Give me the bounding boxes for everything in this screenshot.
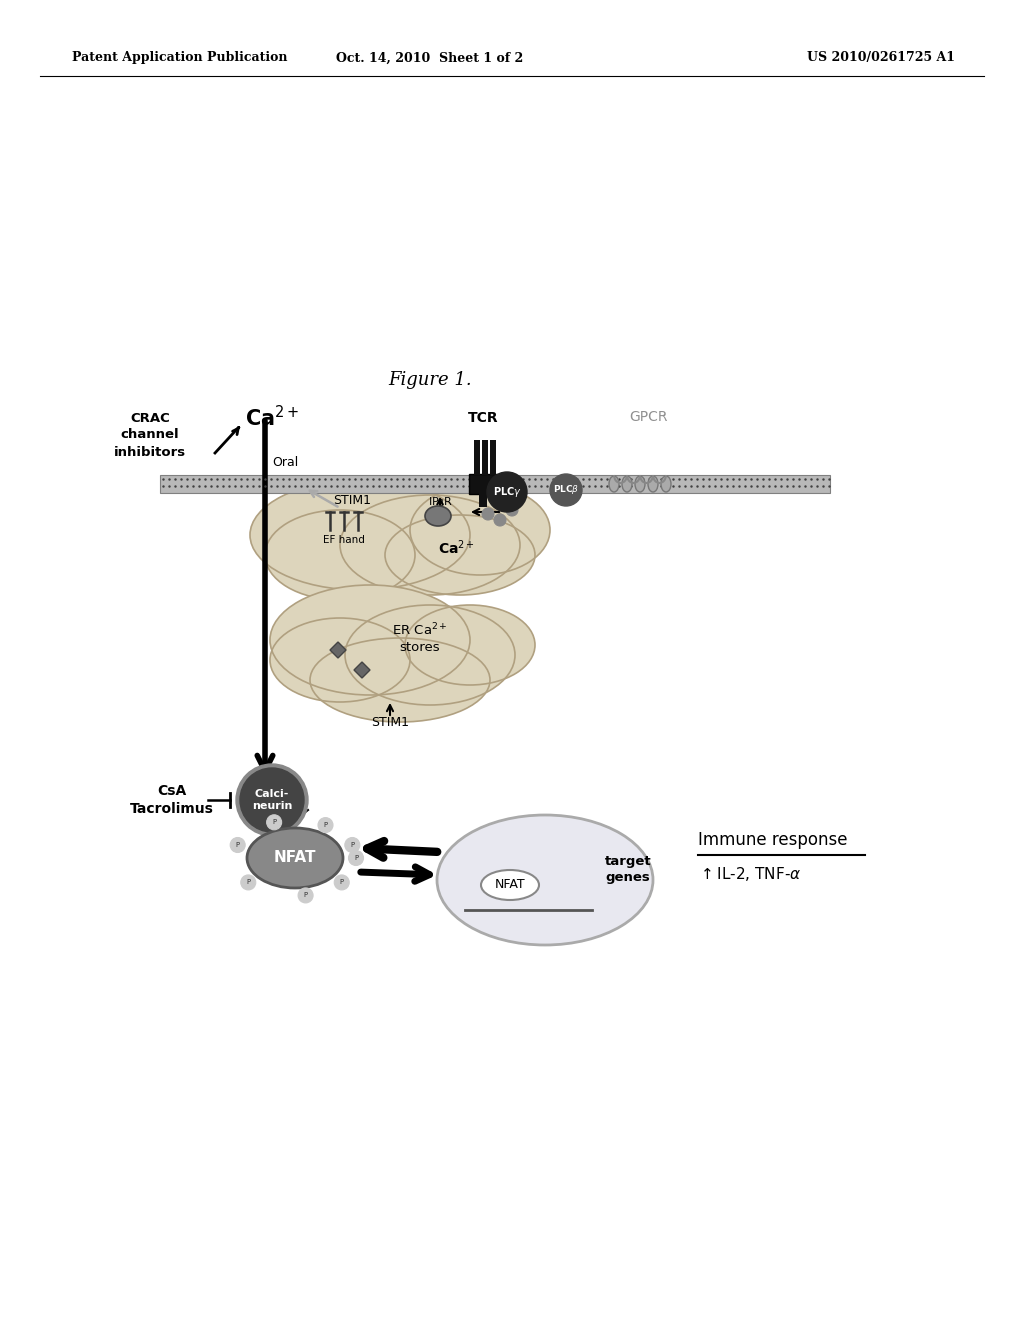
Circle shape [230, 837, 245, 853]
Circle shape [266, 814, 282, 830]
Ellipse shape [385, 515, 535, 595]
Text: P: P [303, 892, 307, 899]
Ellipse shape [340, 495, 520, 595]
Text: target
genes: target genes [605, 855, 651, 884]
Ellipse shape [345, 605, 515, 705]
Bar [482, 440, 488, 475]
FancyBboxPatch shape [160, 475, 830, 492]
Text: US 2010/0261725 A1: US 2010/0261725 A1 [807, 51, 955, 65]
Polygon shape [330, 642, 346, 657]
Text: NFAT: NFAT [273, 850, 316, 866]
Circle shape [487, 473, 527, 512]
Bar [479, 492, 487, 507]
Text: P: P [340, 879, 344, 886]
Polygon shape [354, 663, 370, 678]
Circle shape [506, 504, 518, 516]
Text: STIM1: STIM1 [333, 494, 371, 507]
Text: Ca$^{2+}$: Ca$^{2+}$ [245, 405, 299, 430]
Circle shape [298, 888, 313, 903]
Text: Calci-
neurin: Calci- neurin [252, 789, 292, 810]
Ellipse shape [622, 477, 632, 492]
Ellipse shape [481, 870, 539, 900]
Ellipse shape [437, 814, 653, 945]
Circle shape [550, 474, 582, 506]
Text: Ca$^{2+}$: Ca$^{2+}$ [437, 539, 474, 557]
Ellipse shape [310, 638, 490, 722]
Text: TCR: TCR [468, 411, 499, 425]
Circle shape [482, 508, 494, 520]
Text: EF hand: EF hand [323, 535, 365, 545]
Text: Patent Application Publication: Patent Application Publication [72, 51, 288, 65]
Circle shape [494, 513, 506, 525]
Text: CsA
Tacrolimus: CsA Tacrolimus [130, 784, 214, 816]
Text: $\uparrow$IL-2, TNF-$\alpha$: $\uparrow$IL-2, TNF-$\alpha$ [698, 865, 802, 883]
Text: P: P [246, 879, 250, 886]
Text: P: P [236, 842, 240, 847]
Text: P: P [272, 820, 276, 825]
Ellipse shape [662, 477, 671, 492]
Text: Immune response: Immune response [698, 832, 848, 849]
Circle shape [334, 875, 349, 890]
Text: STIM1: STIM1 [371, 715, 409, 729]
Ellipse shape [425, 506, 451, 525]
Ellipse shape [270, 585, 470, 696]
Ellipse shape [247, 828, 343, 888]
Circle shape [318, 817, 333, 833]
Circle shape [236, 764, 308, 836]
Text: GPCR: GPCR [629, 411, 668, 424]
Text: IP$_3$: IP$_3$ [492, 495, 509, 510]
Ellipse shape [410, 484, 550, 576]
Bar [474, 440, 480, 475]
Text: CRAC
channel
inhibitors: CRAC channel inhibitors [114, 412, 186, 458]
Ellipse shape [406, 605, 535, 685]
Text: PLC$\beta$: PLC$\beta$ [553, 483, 580, 496]
Text: P: P [350, 842, 354, 847]
Text: Oct. 14, 2010  Sheet 1 of 2: Oct. 14, 2010 Sheet 1 of 2 [336, 51, 523, 65]
Circle shape [348, 850, 364, 866]
Circle shape [240, 768, 304, 832]
Ellipse shape [648, 477, 658, 492]
Circle shape [345, 837, 359, 853]
Bar [490, 440, 496, 475]
Ellipse shape [265, 510, 415, 601]
Ellipse shape [609, 477, 618, 492]
FancyBboxPatch shape [469, 474, 497, 494]
Text: IP$_3$R: IP$_3$R [428, 495, 453, 510]
Text: ER Ca$^{2+}$
stores: ER Ca$^{2+}$ stores [392, 622, 447, 655]
Ellipse shape [635, 477, 645, 492]
Text: P: P [354, 855, 358, 861]
Text: Nucleus: Nucleus [509, 825, 561, 838]
Ellipse shape [270, 618, 410, 702]
Circle shape [241, 875, 256, 890]
Ellipse shape [250, 480, 470, 590]
Text: Figure 1.: Figure 1. [388, 371, 472, 389]
Text: NFAT: NFAT [495, 879, 525, 891]
Text: P: P [324, 822, 328, 828]
Text: Oral: Oral [272, 455, 298, 469]
Text: PLC$\gamma$: PLC$\gamma$ [493, 484, 521, 499]
